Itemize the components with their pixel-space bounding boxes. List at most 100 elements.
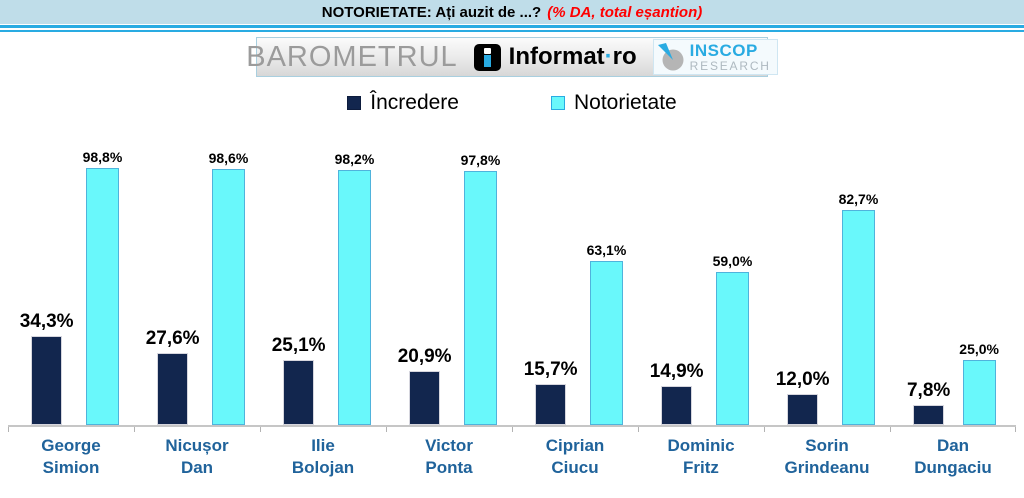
category-labels: George Simion Nicușor Dan Ilie Bolojan Vict…	[8, 435, 1016, 479]
chart-legend: Încredere Notorietate	[0, 90, 1024, 116]
axis-tick	[386, 427, 387, 432]
informat-icon-stem	[483, 54, 491, 67]
bar-pair: 7,8% 25,0%	[907, 341, 999, 425]
bar-column-incredere: 12,0%	[776, 369, 830, 425]
axis-tick	[764, 427, 765, 432]
bar-pair: 34,3% 98,8%	[20, 149, 123, 425]
category-label: Dan Dungaciu	[914, 436, 992, 478]
category-label: Ciprian Ciucu	[545, 436, 605, 478]
bar-column-notorietate: 98,8%	[82, 149, 123, 425]
bar-column-incredere: 14,9%	[650, 361, 704, 425]
bar-incredere	[157, 353, 189, 425]
value-label-incredere: 15,7%	[523, 359, 578, 380]
axis-tick	[8, 427, 9, 432]
bar-groups: 34,3% 98,8% 27,6% 98,6% 25,1% 98,2% 20,9% 97,8%…	[8, 136, 1016, 425]
bar-column-incredere: 27,6%	[146, 328, 200, 425]
value-label-incredere: 20,9%	[397, 346, 452, 367]
bar-group: 20,9% 97,8%	[386, 152, 512, 425]
category-label: Nicușor Dan	[165, 436, 229, 478]
bar-incredere	[409, 371, 441, 425]
bar-group: 7,8% 25,0%	[890, 341, 1016, 425]
category-label: Dominic Fritz	[667, 436, 735, 478]
inscop-subtitle: RESEARCH	[689, 59, 771, 73]
logo-strip: BAROMETRUL Informat·ro INSCOP RESEARCH	[246, 37, 778, 77]
header-rule-bottom	[0, 30, 1024, 32]
informat-logo-text: Informat·ro	[509, 43, 637, 71]
bar-incredere	[283, 360, 315, 425]
bar-column-incredere: 25,1%	[272, 335, 326, 425]
value-label-incredere: 12,0%	[775, 369, 830, 390]
legend-label-notorietate: Notorietate	[573, 91, 677, 114]
value-label-incredere: 27,6%	[145, 328, 200, 349]
informat-icon-dot	[483, 47, 491, 54]
bar-column-notorietate: 63,1%	[586, 242, 627, 425]
bar-notorietate	[85, 168, 119, 425]
bar-column-incredere: 7,8%	[907, 380, 950, 425]
axis-tick	[512, 427, 513, 432]
bar-incredere	[535, 384, 567, 425]
bar-pair: 14,9% 59,0%	[650, 253, 753, 425]
value-label-incredere: 7,8%	[906, 380, 951, 401]
bar-column-incredere: 20,9%	[398, 346, 452, 425]
bar-column-incredere: 15,7%	[524, 359, 578, 425]
value-label-notorietate: 98,2%	[334, 151, 375, 167]
informat-tld: ro	[612, 43, 637, 70]
informat-dot: ·	[604, 43, 613, 70]
value-label-notorietate: 82,7%	[838, 191, 879, 207]
bar-group: 14,9% 59,0%	[638, 253, 764, 425]
informat-logo-icon	[473, 43, 501, 71]
informat-name: Informat	[508, 43, 605, 70]
barometrul-logo: BAROMETRUL	[246, 40, 458, 73]
bar-pair: 20,9% 97,8%	[398, 152, 501, 425]
informat-logo: Informat·ro	[473, 43, 637, 71]
page-title: NOTORIETATE: Ați auzit de ...? (% DA, tot…	[322, 4, 702, 21]
axis-tick	[134, 427, 135, 432]
value-label-notorietate: 59,0%	[712, 253, 753, 269]
bar-group: 25,1% 98,2%	[260, 151, 386, 425]
bar-column-notorietate: 98,2%	[334, 151, 375, 425]
bar-notorietate	[715, 272, 749, 425]
value-label-notorietate: 63,1%	[586, 242, 627, 258]
x-axis-ticks	[8, 427, 1016, 432]
inscop-logo: INSCOP RESEARCH	[652, 39, 778, 75]
legend-item-notorietate: Notorietate	[550, 91, 677, 115]
bar-pair: 25,1% 98,2%	[272, 151, 375, 425]
legend-item-incredere: Încredere	[347, 91, 459, 115]
x-axis-line	[8, 425, 1016, 427]
value-label-notorietate: 98,8%	[82, 149, 123, 165]
header-rule-top	[0, 25, 1024, 28]
bar-group: 12,0% 82,7%	[764, 191, 890, 425]
value-label-incredere: 25,1%	[271, 335, 326, 356]
bar-incredere	[31, 336, 63, 425]
legend-swatch-incredere-icon	[347, 96, 362, 110]
bar-notorietate	[962, 360, 996, 425]
bar-group: 15,7% 63,1%	[512, 242, 638, 425]
axis-tick	[638, 427, 639, 432]
bar-column-notorietate: 98,6%	[208, 150, 249, 425]
bar-column-incredere: 34,3%	[20, 311, 74, 425]
bar-column-notorietate: 82,7%	[838, 191, 879, 425]
category-label: Sorin Grindeanu	[784, 436, 870, 478]
value-label-notorietate: 98,6%	[208, 150, 249, 166]
value-label-notorietate: 25,0%	[959, 341, 999, 357]
inscop-logo-text: INSCOP RESEARCH	[690, 42, 771, 72]
page-title-note: (% DA, total eșantion)	[547, 3, 703, 21]
bar-chart: 34,3% 98,8% 27,6% 98,6% 25,1% 98,2% 20,9% 97,8%…	[8, 136, 1016, 479]
bar-notorietate	[463, 171, 497, 425]
bar-pair: 27,6% 98,6%	[146, 150, 249, 425]
category-label: Victor Ponta	[425, 436, 473, 478]
bar-incredere	[787, 394, 819, 425]
page-title-main: NOTORIETATE: Ați auzit de ...?	[321, 3, 542, 21]
bar-pair: 15,7% 63,1%	[524, 242, 627, 425]
axis-tick	[890, 427, 891, 432]
bar-notorietate	[211, 169, 245, 425]
value-label-incredere: 34,3%	[19, 311, 74, 332]
category-label: George Simion	[41, 436, 101, 478]
legend-swatch-notorietate-icon	[550, 96, 565, 110]
bar-incredere	[661, 386, 693, 425]
value-label-notorietate: 97,8%	[460, 152, 501, 168]
inscop-name: INSCOP	[689, 41, 758, 60]
header-rule-gap2	[0, 28, 1024, 30]
axis-tick	[1015, 427, 1016, 432]
bar-pair: 12,0% 82,7%	[776, 191, 879, 425]
